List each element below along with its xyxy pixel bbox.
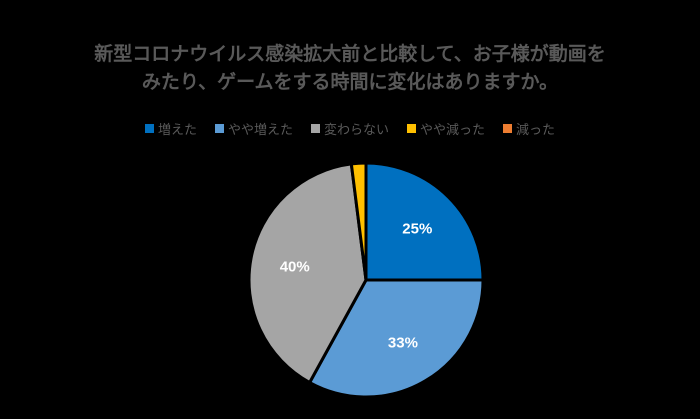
legend-label-unchanged: 変わらない — [323, 123, 389, 138]
legend: 増えた やや増えた 変わらない やや減った 減った — [0, 119, 700, 138]
pie-slice-slightly-increased — [307, 278, 485, 399]
legend-item-increased: 増えた — [144, 119, 197, 138]
pie-slice-increased — [364, 161, 485, 282]
legend-swatch-unchanged — [310, 124, 320, 133]
legend-label-increased: 増えた — [157, 123, 197, 138]
data-label-increased: 25% — [402, 221, 432, 238]
legend-swatch-decreased — [503, 124, 513, 133]
pie-slice-unchanged — [247, 162, 368, 385]
legend-label-slightly-increased: やや増えた — [227, 123, 293, 138]
legend-swatch-increased — [144, 124, 154, 133]
legend-item-unchanged: 変わらない — [310, 119, 389, 138]
pie-data-labels: 25% 33% 40% — [280, 221, 433, 352]
chart-title-line-1: 新型コロナウイルス感染拡大前と比較して、お子様が動画を — [94, 43, 606, 65]
legend-item-slightly-decreased: やや減った — [407, 119, 485, 138]
legend-label-decreased: 減った — [516, 123, 556, 138]
legend-swatch-slightly-increased — [214, 124, 224, 133]
chart-title-line-2: みたり、ゲームをする時間に変化はありますか。 — [141, 71, 559, 93]
legend-label-slightly-decreased: やや減った — [420, 123, 486, 138]
pie-slices — [247, 161, 485, 399]
legend-swatch-slightly-decreased — [407, 124, 416, 133]
pie-slice-slightly-decreased — [349, 161, 368, 281]
data-label-unchanged: 40% — [280, 258, 310, 275]
chart-title: 新型コロナウイルス感染拡大前と比較して、お子様が動画を みたり、ゲームをする時間… — [0, 40, 700, 96]
data-label-slightly-increased: 33% — [388, 334, 418, 351]
legend-item-decreased: 減った — [503, 119, 555, 138]
legend-item-slightly-increased: やや増えた — [214, 119, 293, 138]
